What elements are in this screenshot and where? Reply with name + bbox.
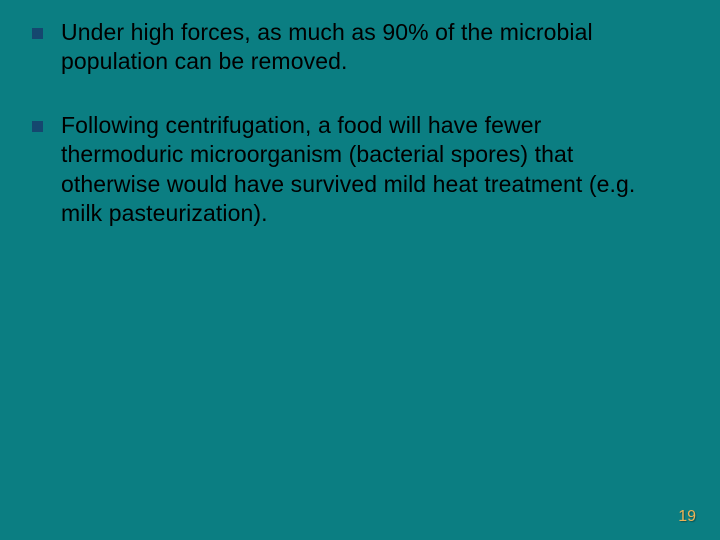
- list-item: Under high forces, as much as 90% of the…: [32, 18, 670, 77]
- slide: Under high forces, as much as 90% of the…: [0, 0, 720, 540]
- content-area: Under high forces, as much as 90% of the…: [32, 18, 670, 263]
- bullet-text: Under high forces, as much as 90% of the…: [61, 18, 670, 77]
- square-bullet-icon: [32, 121, 43, 132]
- bullet-text: Following centrifugation, a food will ha…: [61, 111, 670, 229]
- square-bullet-icon: [32, 28, 43, 39]
- list-item: Following centrifugation, a food will ha…: [32, 111, 670, 229]
- page-number: 19: [678, 508, 696, 526]
